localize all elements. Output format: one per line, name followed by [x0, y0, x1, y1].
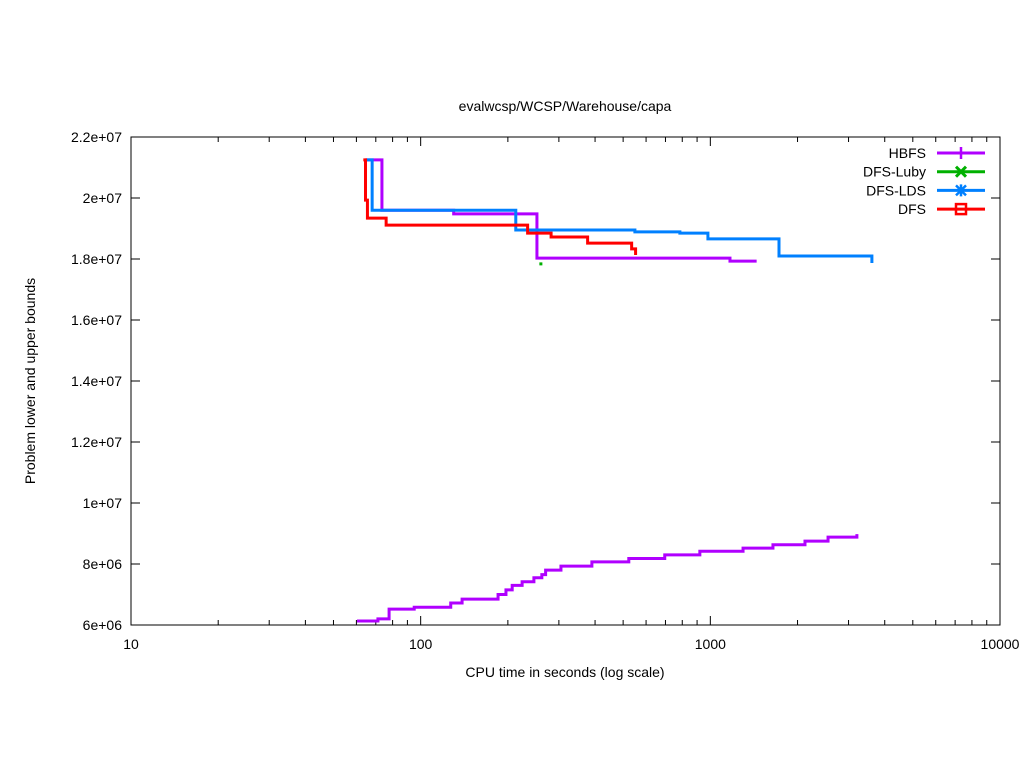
chart-title: evalwcsp/WCSP/Warehouse/capa	[459, 98, 672, 114]
y-tick-label: 2e+07	[83, 190, 123, 206]
x-tick-label: 100	[409, 636, 433, 652]
series-hbfs-upper-line	[365, 158, 757, 263]
y-tick-label: 2.2e+07	[71, 129, 122, 145]
plot-frame	[130, 136, 1001, 626]
series-hbfs-lower-line	[357, 534, 859, 623]
series-dfs-luby-upper-point	[539, 262, 543, 266]
y-tick-label: 8e+06	[83, 556, 123, 572]
series-dfs-lds-upper-line	[365, 158, 874, 263]
y-tick-label: 1e+07	[83, 495, 123, 511]
y-tick-label: 1.6e+07	[71, 312, 122, 328]
y-tick-label: 1.2e+07	[71, 434, 122, 450]
star-marker-icon	[955, 184, 967, 197]
legend: HBFS DFS-Luby DFS-LDS DFS	[863, 145, 985, 217]
x-tick-label: 1000	[695, 636, 726, 652]
legend-label-dfs: DFS	[898, 201, 926, 217]
axis-ticks: 6e+06 8e+06 1e+07 1.2e+07 1.4e+07 1.6e+07 1.8e…	[71, 129, 1020, 652]
y-axis-label: Problem lower and upper bounds	[22, 278, 38, 484]
y-tick-label: 1.8e+07	[71, 251, 122, 267]
x-marker-icon	[954, 165, 968, 178]
y-tick-label: 6e+06	[83, 617, 123, 633]
series-dfs-upper-line	[363, 158, 638, 256]
square-marker-icon	[954, 202, 968, 216]
series-layer	[357, 158, 874, 623]
x-tick-label: 10000	[981, 636, 1020, 652]
legend-label-dfs-luby: DFS-Luby	[863, 164, 926, 180]
legend-label-hbfs: HBFS	[889, 145, 926, 161]
legend-label-dfs-lds: DFS-LDS	[866, 182, 926, 198]
x-tick-label: 10	[123, 636, 139, 652]
y-tick-label: 1.4e+07	[71, 373, 122, 389]
x-axis-label: CPU time in seconds (log scale)	[465, 664, 664, 680]
plus-marker-icon	[955, 147, 967, 159]
